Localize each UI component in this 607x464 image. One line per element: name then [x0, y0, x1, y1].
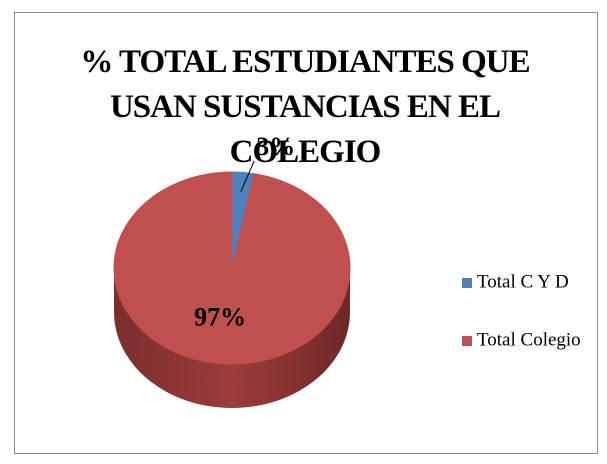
- legend-label: Total Colegio: [477, 329, 581, 350]
- pie-slice: [113, 171, 351, 365]
- chart-title: % TOTAL ESTUDIANTES QUE USAN SUSTANCIAS …: [80, 44, 530, 170]
- legend-label: Total C Y D: [477, 271, 569, 292]
- chart-frame: [14, 12, 598, 454]
- data-label: 3%: [256, 132, 295, 161]
- leader-line: [240, 160, 255, 192]
- legend-swatch: [462, 336, 472, 346]
- data-label: 97%: [194, 302, 246, 331]
- pie-side: [114, 268, 350, 408]
- legend-swatch: [462, 278, 472, 288]
